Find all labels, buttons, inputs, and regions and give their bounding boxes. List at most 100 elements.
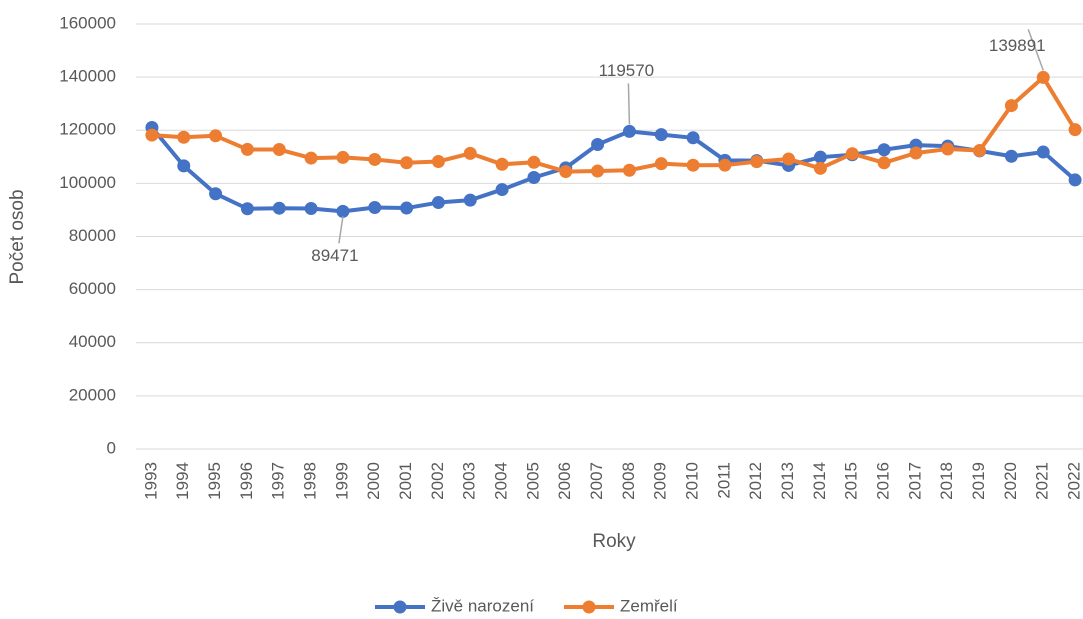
x-tick-label: 2013 [778,462,797,500]
data-point [431,154,445,168]
data-point [973,144,987,158]
y-tick-label: 0 [107,438,116,457]
data-point [272,143,286,157]
data-point [686,131,700,145]
data-point [1036,70,1050,84]
x-tick-label: 2010 [683,462,702,500]
data-point [209,187,223,201]
data-point [559,165,573,179]
data-point [813,161,827,175]
x-tick-label: 2015 [842,462,861,500]
data-point [1004,99,1018,113]
data-point [304,151,318,165]
y-tick-label: 100000 [59,173,116,192]
y-tick-label: 20000 [69,385,116,404]
x-tick-label: 1997 [269,462,288,500]
data-point [877,156,891,170]
x-tick-label: 2012 [746,462,765,500]
series-line [151,75,1077,174]
x-tick-label: 2018 [937,462,956,500]
data-point [495,183,509,197]
data-point [622,124,636,138]
x-tick-label: 2019 [969,462,988,500]
data-point [813,150,827,164]
y-tick-label: 160000 [59,13,116,32]
x-tick-label: 2020 [1001,462,1020,500]
data-point [400,201,414,215]
data-point [1068,123,1082,137]
data-point [495,157,509,171]
data-point [845,147,859,161]
x-tick-label: 2002 [428,462,447,500]
data-point [400,156,414,170]
data-point [1068,173,1082,187]
data-point [145,128,159,142]
x-tick-label: 2008 [619,462,638,500]
data-label: 139891 [989,36,1046,55]
data-point [209,129,223,143]
data-point [941,142,955,156]
y-tick-label: 140000 [59,67,116,86]
data-point [877,143,891,157]
data-point [463,193,477,207]
data-point [1036,145,1050,159]
data-point [622,163,636,177]
data-point [177,130,191,144]
x-tick-label: 1996 [237,462,256,500]
x-tick-label: 2001 [396,462,415,500]
data-point [463,146,477,160]
data-point [177,159,191,173]
x-tick-label: 2007 [587,462,606,500]
x-tick-label: 1998 [301,462,320,500]
x-tick-label: 1999 [332,462,351,500]
data-point [272,201,286,215]
data-point [591,164,605,178]
x-tick-label: 2017 [905,462,924,500]
x-tick-label: 2011 [714,462,733,499]
legend-label: Živě narození [431,596,534,615]
legend-marker [393,600,407,614]
data-point [686,158,700,172]
y-axis-label: Počet osob [7,189,28,284]
data-point [591,138,605,152]
data-point [336,150,350,164]
data-label: 119570 [599,61,654,80]
data-point [718,158,732,172]
leader-line [338,216,344,244]
x-axis-label: Roky [592,531,636,552]
x-tick-label: 1993 [141,462,160,500]
data-point [240,142,254,156]
data-point [527,171,541,185]
x-tick-label: 2009 [651,462,670,500]
data-point [368,152,382,166]
y-tick-label: 60000 [69,279,116,298]
data-point [368,201,382,215]
y-tick-label: 80000 [69,226,116,245]
x-tick-label: 2004 [492,462,511,500]
data-point [782,152,796,166]
x-tick-label: 2016 [874,462,893,500]
data-point [304,202,318,216]
leader-line [1027,29,1044,71]
data-point [1004,149,1018,163]
data-point [240,202,254,216]
data-point [909,146,923,160]
data-point [750,155,764,169]
y-tick-label: 120000 [59,120,116,139]
x-tick-label: 2005 [523,462,542,500]
data-point [654,157,668,171]
data-point [527,155,541,169]
x-tick-label: 2014 [810,462,829,500]
data-point [654,128,668,142]
x-tick-label: 1995 [205,462,224,500]
x-tick-label: 1994 [173,462,192,500]
data-point [431,196,445,210]
data-label: 89471 [311,246,358,265]
x-tick-label: 2000 [364,462,383,500]
data-point [336,204,350,218]
legend-marker [582,600,596,614]
leader-line [627,83,631,125]
legend-label: Zemřelí [620,596,678,615]
x-tick-label: 2022 [1065,462,1083,500]
